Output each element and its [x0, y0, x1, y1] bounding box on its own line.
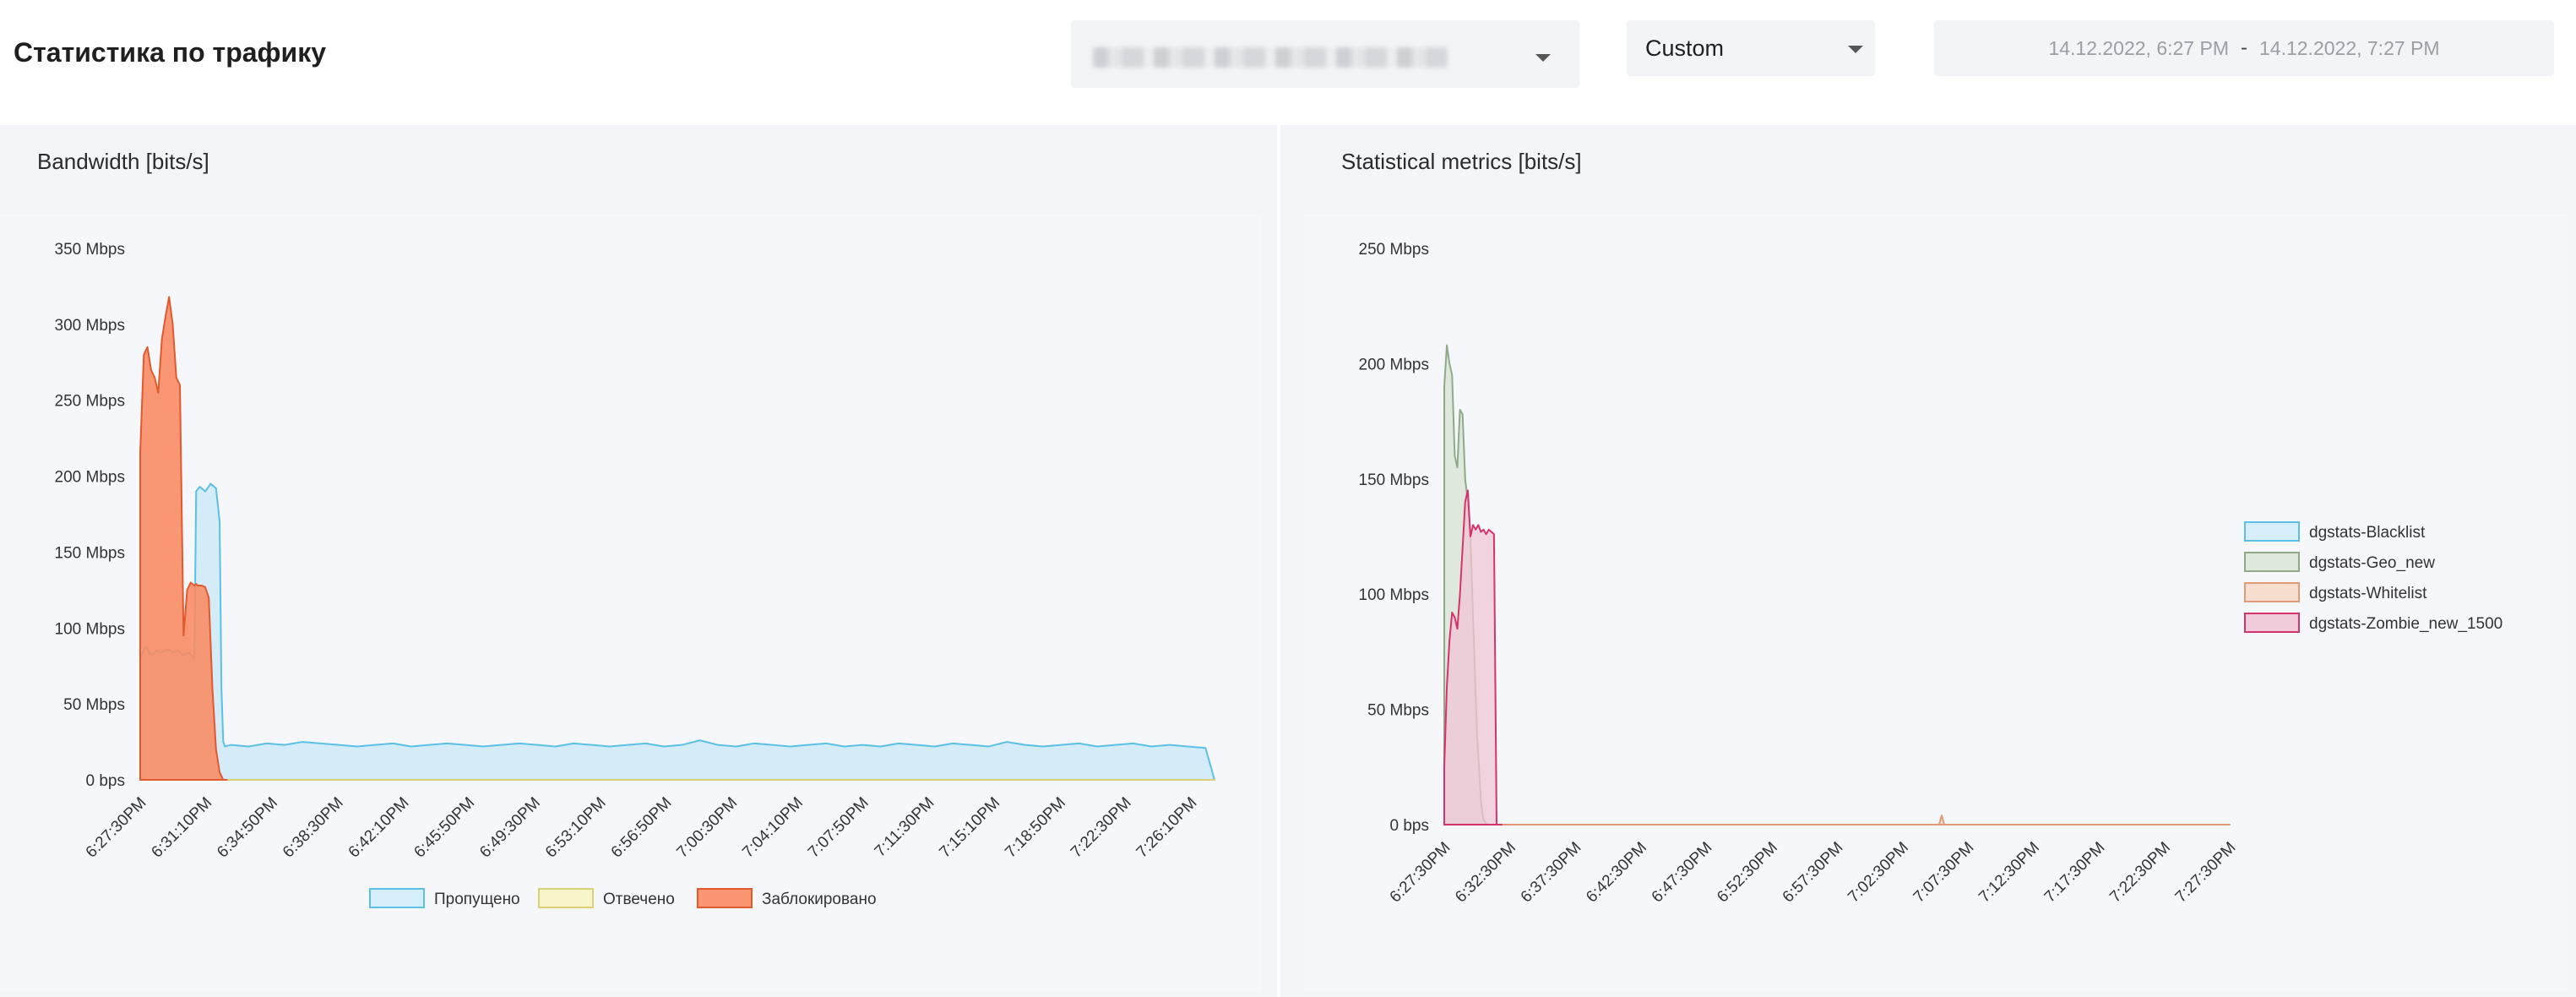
- x-tick-label: 6:27:30PM: [83, 794, 150, 862]
- y-tick-label: 100 Mbps: [1359, 586, 1429, 604]
- x-tick-label: 7:04:10PM: [739, 794, 807, 862]
- legend-label-dgstats-geo-new[interactable]: dgstats-Geo_new: [2309, 554, 2435, 572]
- x-tick-label: 6:42:10PM: [345, 794, 413, 862]
- redacted-account-value: [1093, 47, 1448, 68]
- x-tick-label: 6:37:30PM: [1518, 839, 1585, 907]
- time-range-select[interactable]: Custom: [1627, 20, 1875, 76]
- date-range-picker[interactable]: 14.12.2022, 6:27 PM - 14.12.2022, 7:27 P…: [1934, 20, 2554, 76]
- x-tick-label: 7:12:30PM: [1975, 839, 2043, 907]
- panel-divider: [1277, 125, 1280, 997]
- x-tick-label: 7:02:30PM: [1845, 839, 1912, 907]
- y-tick-label: 150 Mbps: [55, 544, 125, 562]
- x-tick-label: 7:15:10PM: [936, 794, 1003, 862]
- legend-swatch-dgstats-geo-new[interactable]: [2244, 552, 2300, 572]
- y-tick-label: 200 Mbps: [55, 469, 125, 487]
- x-tick-label: 7:22:30PM: [1068, 794, 1135, 862]
- y-tick-label: 250 Mbps: [1359, 241, 1429, 259]
- x-tick-label: 6:52:30PM: [1714, 839, 1781, 907]
- x-tick-label: 6:56:50PM: [608, 794, 676, 862]
- chevron-down-icon: [1535, 54, 1551, 62]
- x-tick-label: 6:31:10PM: [148, 794, 215, 862]
- legend-label-dgstats-zombie-new-1500[interactable]: dgstats-Zombie_new_1500: [2309, 615, 2503, 633]
- header-bar: Статистика по трафику Custom 14.12.2022,…: [0, 0, 2576, 125]
- x-tick-label: 7:27:30PM: [2172, 839, 2240, 907]
- x-tick-label: 6:47:30PM: [1649, 839, 1716, 907]
- series-area-dgstats-whitelist[interactable]: [1443, 814, 2231, 825]
- y-tick-label: 350 Mbps: [55, 241, 125, 259]
- x-tick-label: 6:42:30PM: [1583, 839, 1650, 907]
- y-tick-label: 50 Mbps: [1367, 702, 1429, 720]
- time-range-value: Custom: [1645, 35, 1725, 61]
- legend-swatch-отвечено[interactable]: [538, 888, 594, 908]
- y-tick-label: 250 Mbps: [55, 393, 125, 411]
- y-tick-label: 0 bps: [1390, 817, 1429, 835]
- date-to: 14.12.2022, 7:27 PM: [2259, 36, 2440, 59]
- x-tick-label: 7:26:10PM: [1133, 794, 1201, 862]
- x-tick-label: 7:11:30PM: [872, 794, 938, 861]
- legend-label-заблокировано[interactable]: Заблокировано: [762, 891, 877, 908]
- x-tick-label: 6:32:30PM: [1452, 839, 1519, 907]
- legend-label-пропущено[interactable]: Пропущено: [434, 891, 520, 908]
- legend-swatch-dgstats-whitelist[interactable]: [2244, 582, 2300, 602]
- account-select[interactable]: [1071, 20, 1579, 88]
- x-tick-label: 6:27:30PM: [1387, 839, 1454, 907]
- y-tick-label: 100 Mbps: [55, 620, 125, 638]
- date-separator: -: [2241, 36, 2247, 59]
- x-tick-label: 7:07:30PM: [1910, 839, 1978, 907]
- legend-swatch-dgstats-blacklist[interactable]: [2244, 521, 2300, 542]
- date-from: 14.12.2022, 6:27 PM: [2048, 36, 2229, 59]
- legend-swatch-dgstats-zombie-new-1500[interactable]: [2244, 613, 2300, 633]
- y-tick-label: 50 Mbps: [63, 696, 125, 714]
- y-tick-label: 150 Mbps: [1359, 471, 1429, 489]
- x-tick-label: 7:00:30PM: [673, 794, 741, 862]
- x-tick-label: 7:17:30PM: [2041, 839, 2109, 907]
- legend-label-dgstats-whitelist[interactable]: dgstats-Whitelist: [2309, 585, 2427, 602]
- metrics-chart[interactable]: 0 bps 50 Mbps 100 Mbps 150 Mbps 200 Mbps 250 …: [1304, 215, 2568, 992]
- legend-label-dgstats-blacklist[interactable]: dgstats-Blacklist: [2309, 524, 2426, 542]
- page-title: Статистика по трафику: [14, 37, 327, 68]
- x-tick-label: 6:45:50PM: [410, 794, 478, 862]
- series-area-пропущено[interactable]: [139, 482, 1215, 781]
- y-tick-label: 300 Mbps: [55, 317, 125, 335]
- bandwidth-chart[interactable]: 0 bps 50 Mbps 100 Mbps 150 Mbps 200 Mbps 250 …: [0, 215, 1262, 992]
- x-tick-label: 6:57:30PM: [1780, 839, 1847, 907]
- legend-swatch-пропущено[interactable]: [369, 888, 425, 908]
- bandwidth-panel-title: Bandwidth [bits/s]: [37, 149, 209, 174]
- series-area-заблокировано[interactable]: [139, 296, 228, 781]
- x-tick-label: 6:49:30PM: [476, 794, 544, 862]
- x-tick-label: 7:07:50PM: [805, 794, 872, 862]
- legend-swatch-заблокировано[interactable]: [697, 888, 753, 908]
- y-tick-label: 0 bps: [86, 772, 125, 790]
- metrics-panel-title: Statistical metrics [bits/s]: [1341, 149, 1582, 174]
- x-tick-label: 6:34:50PM: [214, 794, 281, 862]
- x-tick-label: 6:38:30PM: [280, 794, 347, 862]
- x-tick-label: 7:22:30PM: [2106, 839, 2174, 907]
- legend-label-отвечено[interactable]: Отвечено: [603, 891, 675, 908]
- series-area-dgstats-zombie-new-1500[interactable]: [1443, 489, 1503, 825]
- x-tick-label: 6:53:10PM: [542, 794, 610, 862]
- y-tick-label: 200 Mbps: [1359, 356, 1429, 373]
- x-tick-label: 7:18:50PM: [1002, 794, 1069, 862]
- metrics-chart-card: [1304, 215, 2568, 992]
- chevron-down-icon: [1848, 46, 1863, 53]
